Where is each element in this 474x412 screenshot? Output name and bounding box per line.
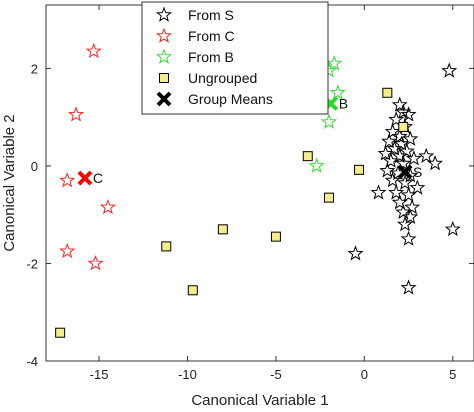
star-point: [326, 55, 343, 71]
star-point: [400, 279, 417, 295]
axis-ticks: -15 -10 -5 0 5 -4 -2 0 2: [26, 5, 474, 382]
legend-label: From B: [188, 49, 234, 65]
star-point: [308, 157, 325, 173]
legend-label: From S: [188, 7, 234, 23]
ungrouped-point: [55, 327, 66, 338]
star-point: [400, 186, 417, 203]
legend-marker: [159, 73, 169, 83]
star-point: [379, 162, 396, 178]
star-point: [85, 42, 102, 59]
legend-marker: [155, 48, 173, 64]
ungrouped-point: [217, 224, 228, 235]
star-point: [402, 208, 419, 224]
legend-marker: [155, 6, 173, 22]
ungrouped-point: [270, 231, 281, 242]
star-point: [99, 198, 116, 215]
star-point: [444, 220, 461, 237]
x-tick-label: 5: [449, 367, 456, 382]
x-axis-title: Canonical Variable 1: [191, 392, 328, 409]
star-point: [409, 179, 426, 195]
star-point: [398, 142, 415, 159]
star-point: [395, 155, 412, 171]
star-point: [391, 147, 408, 163]
star-point: [329, 84, 346, 100]
star-point: [397, 174, 414, 190]
legend-label: Group Means: [188, 91, 273, 107]
group-means: C B S: [77, 96, 422, 186]
x-tick-label: -10: [178, 367, 197, 382]
legend-marker: [156, 91, 172, 107]
star-point: [384, 123, 401, 139]
star-point: [68, 106, 85, 122]
ungrouped-point: [161, 241, 172, 252]
star-point: [441, 62, 458, 78]
legend-marker: [155, 27, 173, 43]
star-point: [391, 194, 408, 210]
star-point: [391, 128, 408, 144]
star-point: [400, 106, 417, 122]
star-point: [386, 140, 403, 156]
y-tick-label: 2: [31, 61, 38, 76]
ungrouped-point: [302, 151, 313, 162]
star-point: [395, 103, 412, 120]
star-point: [382, 152, 399, 168]
star-point: [402, 130, 419, 146]
ungrouped-point: [382, 87, 393, 98]
ungrouped-point: [323, 192, 334, 203]
x-tick-label: -5: [270, 367, 282, 382]
legend-box: [141, 1, 329, 115]
y-tick-label: -4: [26, 354, 38, 369]
group-mean-marker: [77, 170, 93, 186]
star-point: [87, 255, 104, 271]
star-point: [370, 184, 387, 200]
star-point: [404, 198, 421, 215]
star-point: [377, 145, 394, 161]
legend-label: From C: [188, 28, 235, 44]
x-tick-label: -15: [90, 367, 109, 382]
star-point: [384, 172, 401, 188]
star-point: [405, 150, 422, 166]
legend-items: From S From C From B Ungrouped Group Means: [155, 6, 273, 107]
star-point: [418, 147, 435, 163]
y-tick-label: -2: [26, 256, 38, 271]
y-axis-title: Canonical Variable 2: [1, 114, 18, 251]
y-tick-label: 0: [31, 159, 38, 174]
group-mean-label: B: [339, 96, 348, 112]
group-mean-label: C: [93, 170, 103, 186]
ungrouped-point: [354, 164, 365, 175]
ungrouped-point: [187, 285, 198, 296]
group-mean-label: S: [413, 164, 422, 180]
star-point: [59, 172, 76, 188]
data-points: [55, 42, 461, 338]
legend: From S From C From B Ungrouped Group Means: [141, 1, 329, 115]
star-point: [388, 111, 405, 127]
ungrouped-point: [398, 121, 409, 132]
star-point: [400, 230, 417, 246]
x-tick-label: 0: [361, 367, 368, 382]
star-point: [320, 113, 337, 129]
star-point: [347, 245, 364, 261]
group-mean-marker: [397, 164, 413, 180]
star-point: [391, 96, 408, 112]
star-point: [427, 155, 444, 171]
star-point: [59, 242, 76, 259]
legend-label: Ungrouped: [188, 70, 257, 86]
star-point: [388, 184, 405, 200]
star-point: [397, 216, 414, 232]
star-point: [381, 133, 398, 149]
